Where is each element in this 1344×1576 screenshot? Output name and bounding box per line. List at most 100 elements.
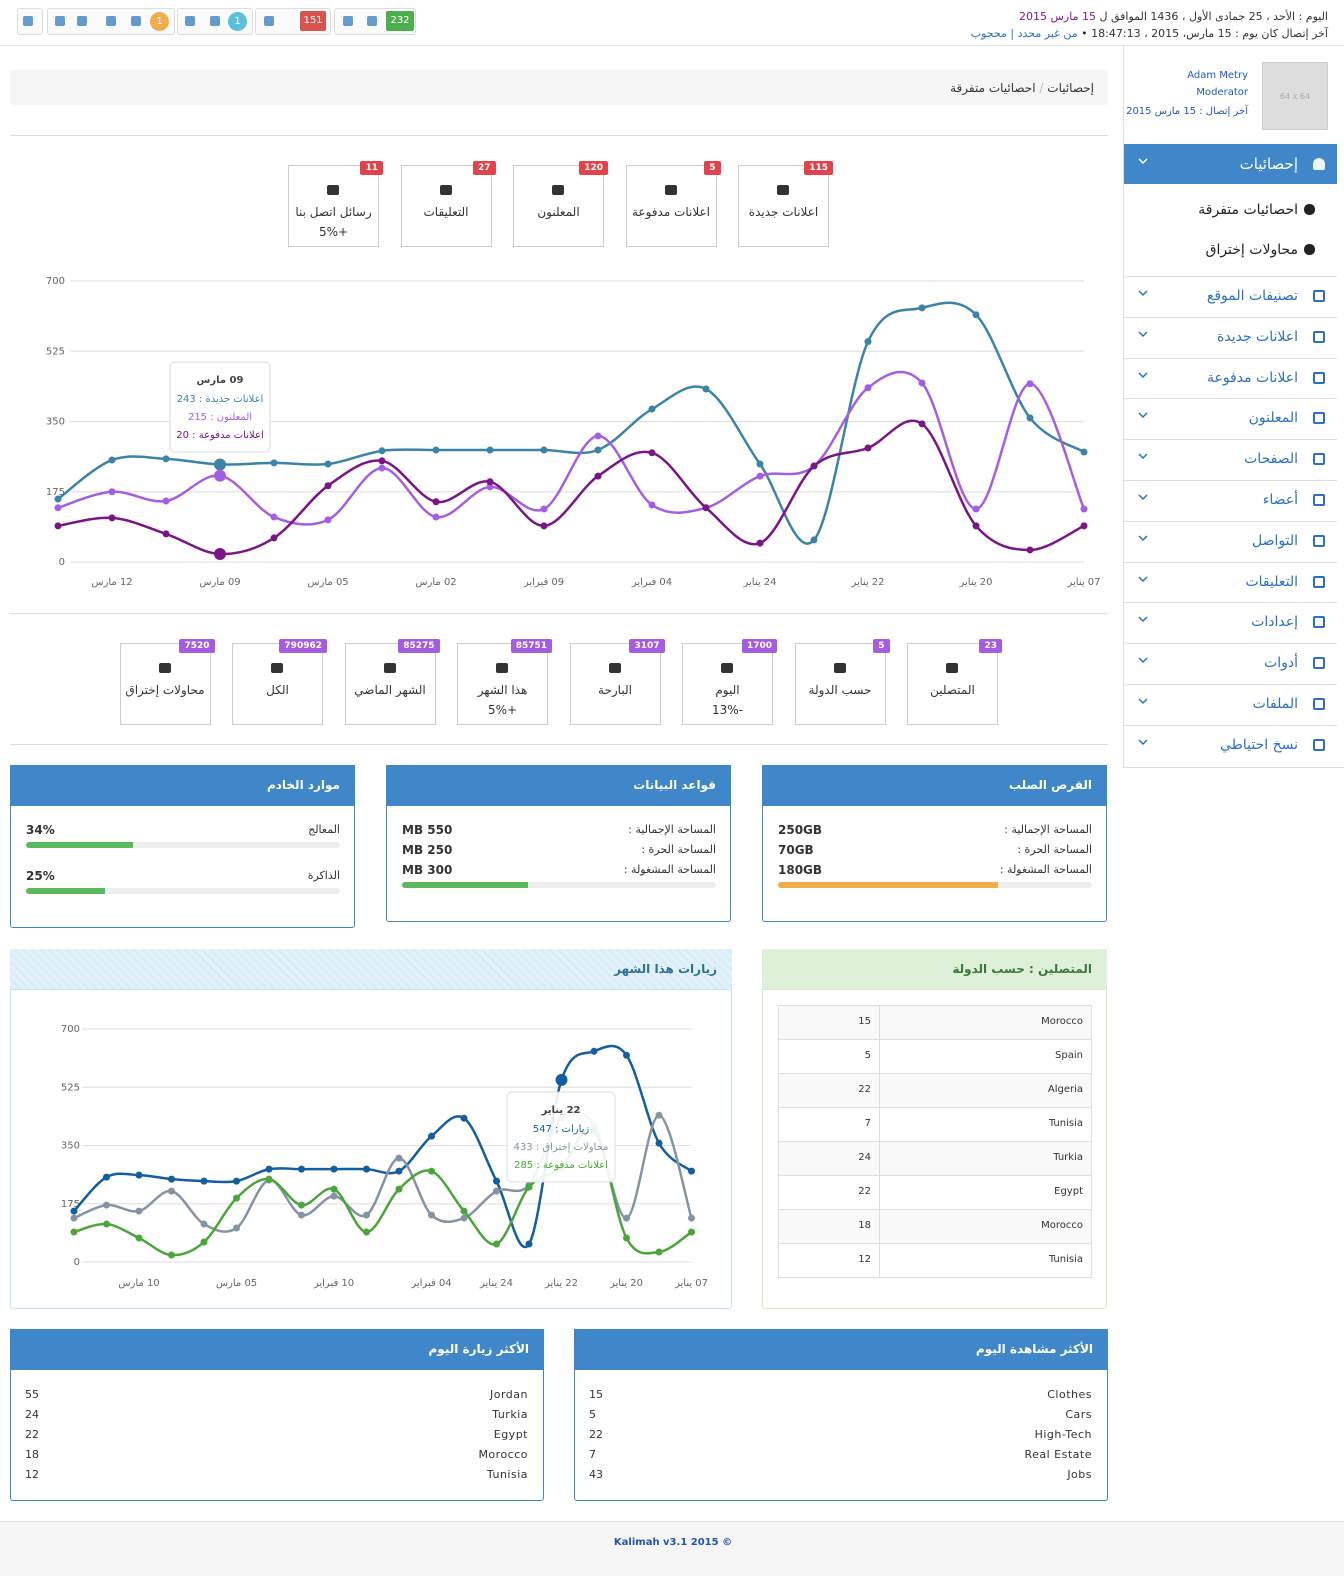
table-cell-divider: [879, 1005, 880, 1040]
data-point: [493, 1187, 500, 1195]
progress-track: [26, 842, 340, 848]
data-point: [864, 338, 872, 346]
data-point: [162, 530, 170, 538]
data-point: [363, 1228, 370, 1236]
list-name: Morocco: [478, 1448, 528, 1461]
data-point: [655, 1248, 663, 1256]
list-count: 43: [589, 1468, 603, 1481]
stat-box[interactable]: [625, 165, 717, 247]
sidebar-item[interactable]: [1124, 398, 1337, 439]
sidebar-item[interactable]: [1124, 684, 1337, 725]
country-name: Turkia: [1053, 1152, 1083, 1163]
y-tick-label: 175: [46, 487, 65, 498]
x-tick-label: 02 مارس: [415, 577, 456, 588]
data-point: [918, 379, 926, 387]
stat-box[interactable]: [682, 643, 773, 725]
sidebar-active[interactable]: [1124, 144, 1337, 184]
stat-box[interactable]: [119, 643, 211, 725]
stat-icon: [608, 663, 621, 673]
stat-label: البارحة: [598, 683, 632, 697]
data-point: [648, 405, 656, 413]
y-tick-label: 350: [61, 1141, 80, 1152]
data-point: [54, 495, 62, 503]
sidebar-item[interactable]: [1124, 520, 1337, 562]
chevron: [1138, 331, 1148, 337]
data-point: [810, 536, 818, 544]
panel-header: [574, 1329, 1108, 1370]
sidebar-item-label: اعلانات مدفوعة: [1206, 369, 1298, 386]
data-point: [756, 539, 764, 547]
sidebar-sub-item[interactable]: محاولات إختراق: [1205, 242, 1298, 258]
chevron-icon: [1138, 739, 1148, 745]
stat-box[interactable]: [738, 165, 829, 247]
data-point: [460, 1207, 468, 1215]
sidebar-item[interactable]: [1124, 561, 1337, 603]
stat-box[interactable]: [288, 165, 379, 247]
data-point: [432, 446, 440, 454]
data-point: [324, 460, 332, 468]
sidebar-item-label: أعضاء: [1262, 492, 1298, 508]
chevron: [1138, 412, 1148, 419]
chevron: [1138, 739, 1148, 745]
sidebar-item[interactable]: [1124, 357, 1337, 399]
table-row: [778, 1175, 1092, 1210]
y-tick-label: 525: [46, 346, 65, 357]
list-name: High-Tech: [1034, 1428, 1092, 1441]
chevron: [1138, 698, 1148, 705]
sidebar-item-label: نسخ احتياطي: [1220, 736, 1298, 753]
sidebar-active-label: إحصائيات: [1239, 155, 1298, 173]
data-point: [525, 1240, 533, 1248]
breadcrumb-item[interactable]: احصائيات متفرقة: [950, 81, 1036, 95]
stat-box[interactable]: [400, 165, 492, 247]
data-point: [623, 1051, 630, 1059]
data-point: [493, 1240, 500, 1248]
sidebar-item-icon: [1313, 371, 1325, 384]
sidebar-item[interactable]: [1124, 316, 1337, 358]
sidebar-item[interactable]: [1124, 480, 1337, 521]
country-count: 18: [858, 1220, 871, 1231]
sidebar-item-label: الصفحات: [1244, 451, 1298, 468]
stat-badge: 1700: [741, 639, 777, 653]
sidebar-item[interactable]: [1124, 602, 1337, 643]
chevron: [1138, 576, 1148, 582]
toolbar-icon: [367, 16, 377, 26]
sidebar-item[interactable]: [1124, 439, 1337, 480]
country-count: 22: [858, 1084, 871, 1095]
data-point: [162, 497, 170, 505]
sidebar-sub-item[interactable]: احصائيات متفرقة: [1198, 202, 1298, 218]
tooltip-title: 22 يناير: [541, 1105, 581, 1116]
stat-box[interactable]: [344, 643, 436, 725]
breadcrumb-item[interactable]: إحصائيات: [1047, 81, 1094, 95]
stat-box[interactable]: [457, 643, 548, 725]
panel-header: [386, 765, 731, 806]
list-count: 22: [25, 1428, 39, 1441]
country-name: Morocco: [1041, 1220, 1083, 1231]
chevron-icon: [1138, 616, 1148, 623]
chevron-icon: [1138, 453, 1148, 460]
y-tick-label: 700: [61, 1024, 80, 1035]
table-cell-divider: [879, 1175, 880, 1210]
sidebar-item[interactable]: [1124, 643, 1337, 684]
panel-header: [10, 1329, 544, 1370]
sidebar-item[interactable]: [1124, 724, 1337, 766]
x-tick-label: 20 يناير: [958, 577, 992, 588]
stat-box[interactable]: [794, 643, 886, 725]
sidebar-item-label: اعلانات جديدة: [1217, 328, 1298, 345]
stat-icon: [439, 185, 452, 195]
stat-box[interactable]: [232, 643, 323, 725]
x-tick-label: 07 يناير: [674, 1278, 708, 1289]
chevron: [1138, 616, 1148, 623]
stat-box[interactable]: [513, 165, 604, 247]
stat-badge: 27: [472, 161, 496, 175]
stat-box[interactable]: [907, 643, 998, 725]
stat-box[interactable]: [569, 643, 661, 725]
list-count: 12: [25, 1468, 39, 1481]
panel-header: [10, 765, 355, 806]
data-point: [428, 1211, 435, 1219]
list-name: Jobs: [1067, 1468, 1092, 1481]
data-point: [214, 469, 226, 482]
y-tick-label: 350: [46, 417, 65, 428]
breadcrumb: [10, 70, 1108, 105]
sidebar-item[interactable]: [1124, 276, 1337, 317]
